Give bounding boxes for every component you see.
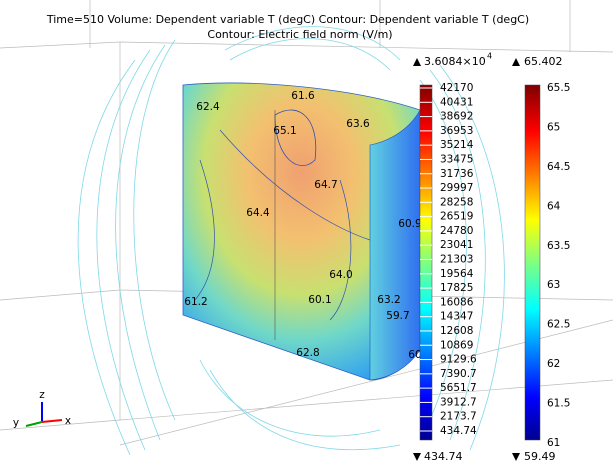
max-marker	[413, 58, 421, 66]
legend-label: 12608	[440, 325, 473, 337]
contour-label: 61.2	[184, 296, 207, 308]
min-marker	[512, 453, 520, 461]
legend-max-exponent: 4	[487, 52, 492, 61]
axis-label: y	[13, 417, 19, 429]
legend-label: 40431	[440, 96, 473, 108]
contour-label: 59.7	[386, 310, 409, 322]
legend-label: 62	[547, 358, 560, 370]
contour-label: 60.1	[308, 294, 331, 306]
axes-triad: z y x	[13, 389, 71, 429]
legend-label: 61	[547, 437, 560, 449]
legend-label: 17825	[440, 282, 473, 294]
legend-label: 62.5	[547, 319, 570, 331]
legend-label: 64	[547, 200, 561, 212]
contour-label: 64.4	[246, 207, 270, 219]
legend-label: 42170	[440, 82, 473, 94]
legend-label: 63	[547, 279, 560, 291]
screenshot: Time=510 Volume: Dependent variable T (d…	[0, 0, 613, 468]
legend-label: 14347	[440, 311, 473, 323]
colorbar	[525, 85, 540, 440]
contour-label: 61.6	[291, 90, 315, 102]
contour-label: 64.7	[314, 179, 337, 191]
legend-label: 35214	[440, 139, 474, 151]
legend-label: 23041	[440, 239, 473, 251]
legend-label: 63.5	[547, 240, 570, 252]
legend-label: 21303	[440, 254, 473, 266]
contour-label: 65.1	[273, 125, 296, 137]
min-marker	[413, 453, 421, 461]
contour-label: 60.9	[398, 218, 421, 230]
contour-label: 62.4	[196, 101, 220, 113]
legend-label: 61.5	[547, 398, 570, 410]
axis-label: z	[39, 389, 45, 401]
legend-label: 31736	[440, 168, 474, 180]
legend-label: 3912.7	[440, 396, 477, 408]
sample-body	[183, 83, 420, 380]
field-legend: 3.6084×10 4 434.74 42170 40431 38692 36953 3…	[413, 52, 492, 464]
legend-max: 65.402	[524, 55, 563, 68]
legend-label: 38692	[440, 111, 473, 123]
legend-label: 5651.7	[440, 382, 477, 394]
contour-label: 64.0	[329, 269, 352, 281]
contour-label: 63.2	[377, 294, 400, 306]
legend-label: 29997	[440, 182, 473, 194]
legend-label: 9129.6	[440, 354, 477, 366]
legend-label: 65	[547, 121, 560, 133]
legend-label: 10869	[440, 339, 473, 351]
temperature-legend: 65.402 59.49 65.5 65 64.5 64 63.5 63 62.5 62 61.…	[512, 55, 570, 463]
legend-label: 28258	[440, 196, 473, 208]
legend-label: 434.74	[440, 425, 477, 437]
title-line: Time=510 Volume: Dependent variable T (d…	[46, 13, 529, 26]
legend-label: 26519	[440, 211, 473, 223]
legend-label: 2173.7	[440, 411, 477, 423]
legend-label: 24780	[440, 225, 473, 237]
colorbar	[420, 85, 432, 440]
legend-max: 3.6084×10	[424, 55, 486, 68]
legend-label: 16086	[440, 296, 474, 308]
contour-label: 63.6	[346, 118, 370, 130]
max-marker	[512, 58, 520, 66]
contour-label: 62.8	[296, 347, 319, 359]
axis-label: x	[65, 415, 71, 427]
legend-label: 64.5	[547, 161, 570, 173]
legend-label: 19564	[440, 268, 474, 280]
legend-label: 33475	[440, 153, 473, 165]
title-line: Contour: Electric field norm (V/m)	[207, 28, 392, 41]
legend-label: 7390.7	[440, 368, 477, 380]
legend-label: 36953	[440, 125, 473, 137]
legend-label: 65.5	[547, 82, 570, 94]
legend-min: 59.49	[524, 450, 556, 463]
legend-min: 434.74	[424, 450, 463, 463]
